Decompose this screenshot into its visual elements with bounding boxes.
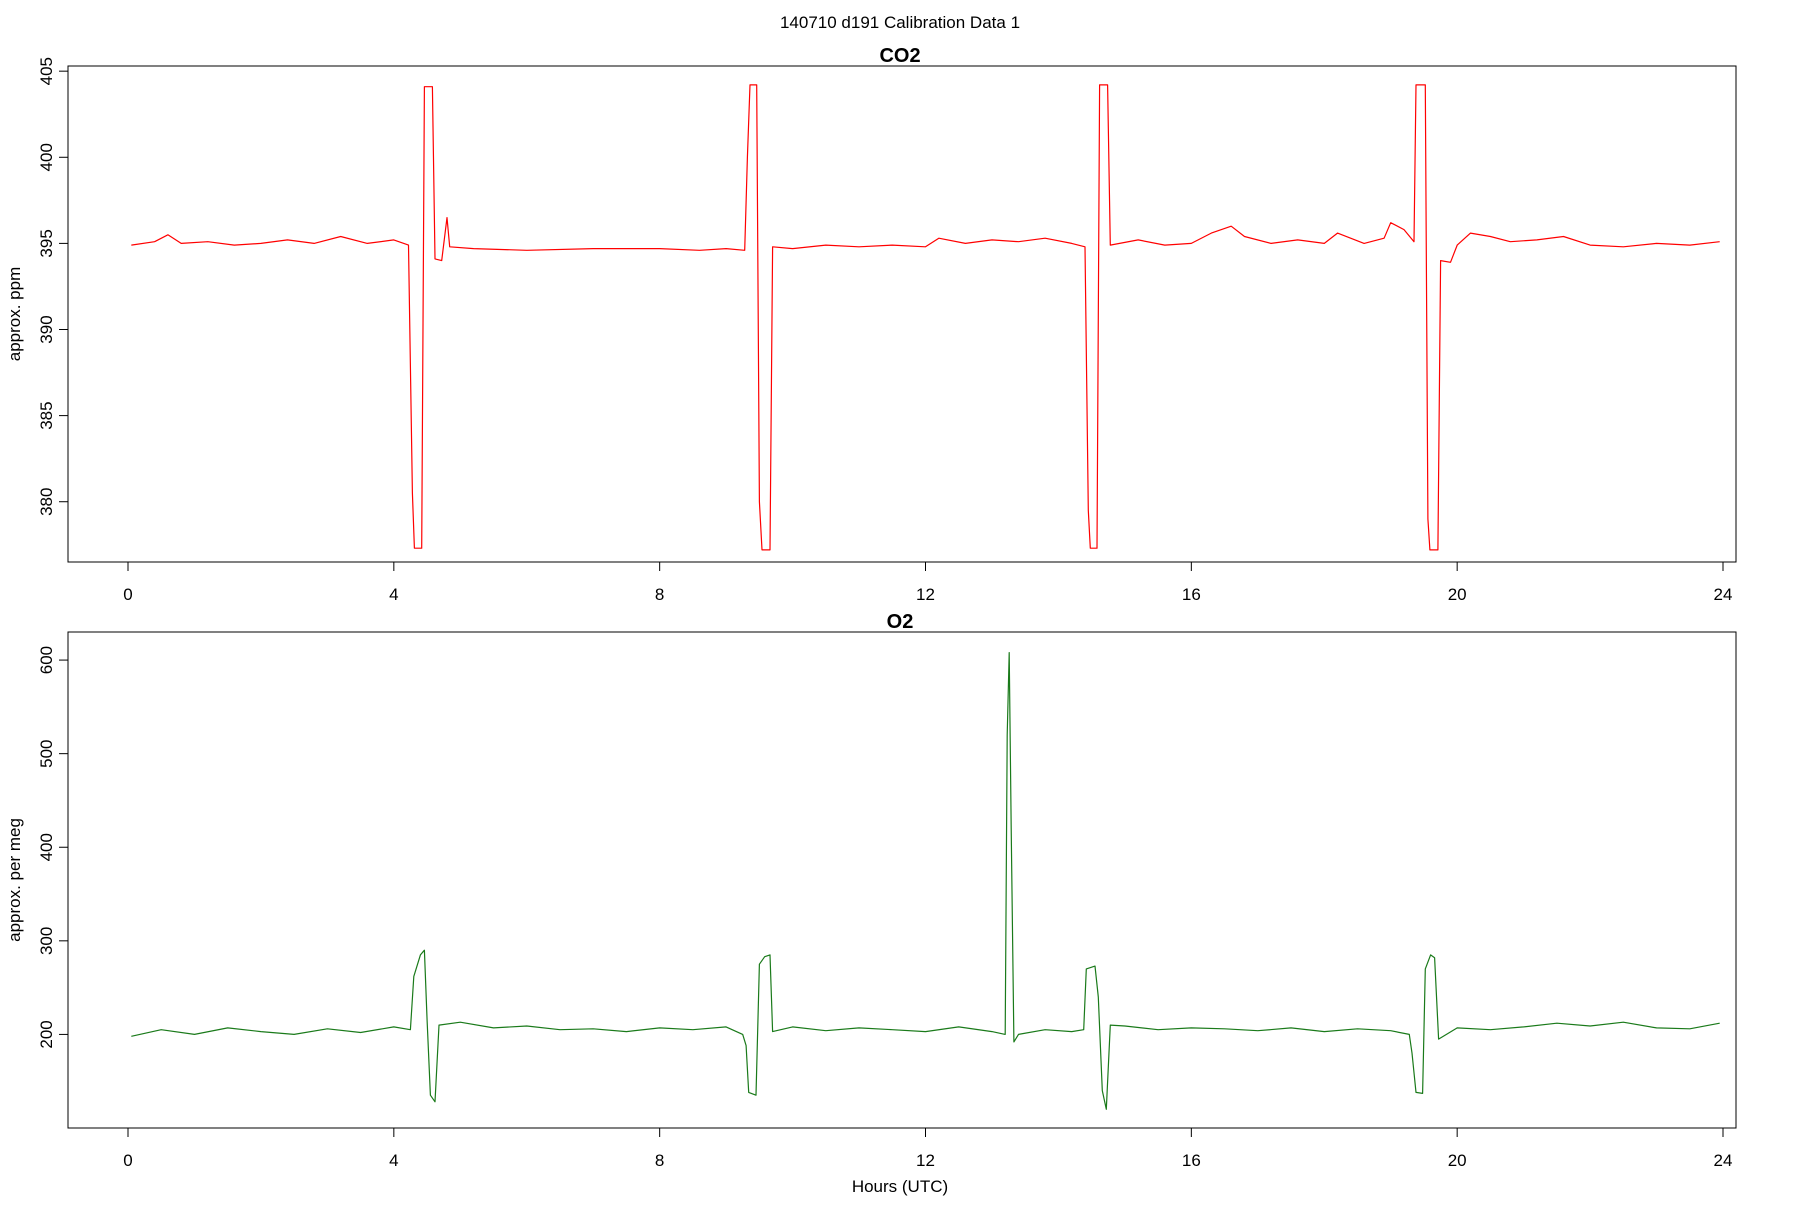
o2-panel: O2 0 4 8 12 16 20 24 200 300 400 500 600 approx. per …: [5, 611, 1737, 1196]
x-tick-label: 0: [123, 1151, 132, 1170]
y-tick-label: 400: [37, 143, 56, 171]
x-tick-label: 8: [655, 585, 664, 604]
figure-title: 140710 d191 Calibration Data 1: [780, 13, 1020, 32]
y-tick-label: 405: [37, 57, 56, 85]
x-tick-label: 12: [916, 585, 935, 604]
plot-frame: [67, 631, 1737, 1129]
plot-frame: [67, 65, 1737, 563]
y-tick-label: 390: [37, 315, 56, 343]
x-tick-label: 4: [389, 1151, 398, 1170]
y-tick-label: 200: [37, 1020, 56, 1048]
y-tick-label: 300: [37, 927, 56, 955]
y-tick-label: 395: [37, 229, 56, 257]
y-axis-label: approx. per meg: [5, 818, 24, 942]
x-tick-label: 12: [916, 1151, 935, 1170]
y-tick-label: 380: [37, 488, 56, 516]
y-tick-label: 385: [37, 401, 56, 429]
x-tick-label: 16: [1182, 585, 1201, 604]
panel-title: CO2: [879, 45, 920, 67]
y-tick-label: 400: [37, 833, 56, 861]
x-tick-label: 20: [1448, 1151, 1467, 1170]
panel-title: O2: [887, 611, 914, 633]
x-tick-label: 8: [655, 1151, 664, 1170]
series-line: [131, 651, 1720, 1110]
x-tick-label: 4: [389, 585, 398, 604]
x-tick-label: 24: [1714, 1151, 1733, 1170]
x-tick-label: 16: [1182, 1151, 1201, 1170]
y-axis-label: approx. ppm: [5, 267, 24, 362]
series-line: [131, 84, 1720, 551]
y-tick-label: 600: [37, 646, 56, 674]
x-axis-label: Hours (UTC): [852, 1177, 948, 1196]
x-tick-label: 0: [123, 585, 132, 604]
y-tick-label: 500: [37, 739, 56, 767]
co2-panel: CO2 0 4 8 12 16 20 24 380 385 390 395 400 405 approx. …: [5, 45, 1737, 604]
x-tick-label: 24: [1714, 585, 1733, 604]
x-tick-label: 20: [1448, 585, 1467, 604]
